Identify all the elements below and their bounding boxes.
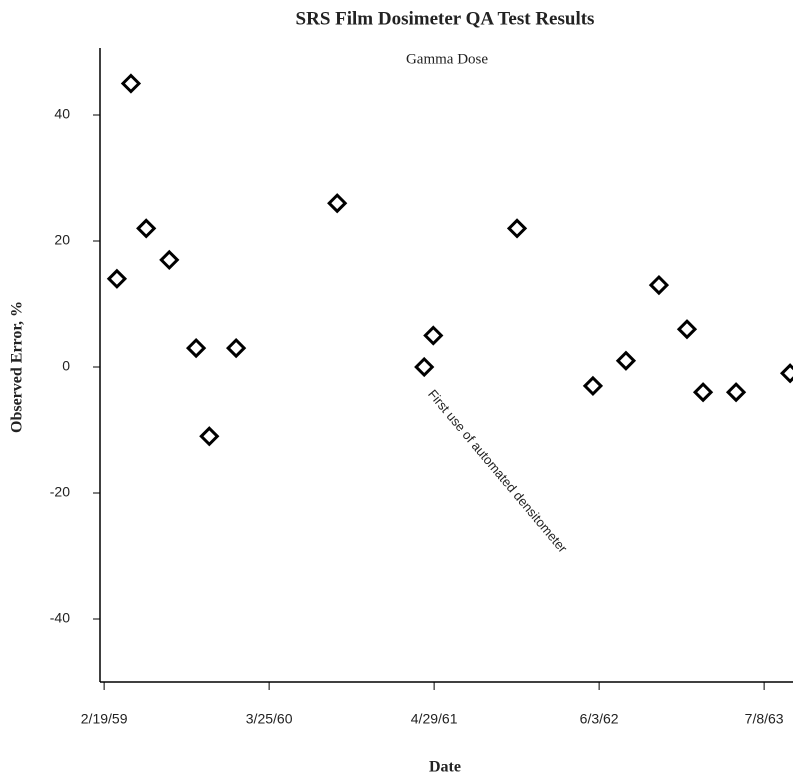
data-point <box>136 218 157 239</box>
data-point <box>692 382 714 403</box>
y-axis-label: Observed Error, % <box>9 301 26 433</box>
data-point <box>779 363 793 384</box>
y-tick-label: 0 <box>62 358 70 374</box>
y-tick-label: -20 <box>50 484 70 500</box>
y-tick-label: 40 <box>54 106 70 122</box>
annotation: First use of automated densitometer <box>425 386 571 556</box>
data-point <box>506 218 528 239</box>
x-axis-label: Date <box>429 759 461 776</box>
data-point <box>120 73 142 94</box>
x-tick-label: 6/3/62 <box>580 711 619 727</box>
data-point <box>226 337 247 359</box>
data-point <box>582 375 604 397</box>
data-point <box>676 319 698 340</box>
data-point <box>648 274 670 296</box>
data-point <box>199 426 220 447</box>
x-tick-label: 2/19/59 <box>81 711 128 727</box>
data-point <box>159 249 180 271</box>
data-point <box>615 350 637 371</box>
y-tick-label: 20 <box>54 232 70 248</box>
chart-subtitle: Gamma Dose <box>406 51 488 67</box>
x-tick-label: 3/25/60 <box>246 711 293 727</box>
data-point <box>327 193 348 214</box>
data-point <box>423 325 444 346</box>
chart-title: SRS Film Dosimeter QA Test Results <box>296 8 595 29</box>
data-point <box>414 356 435 378</box>
data-point <box>185 337 207 359</box>
y-tick-label: -40 <box>50 610 70 626</box>
data-point <box>106 268 128 289</box>
x-tick-label: 7/8/63 <box>745 711 784 727</box>
data-point <box>725 382 747 403</box>
x-tick-label: 4/29/61 <box>411 711 458 727</box>
